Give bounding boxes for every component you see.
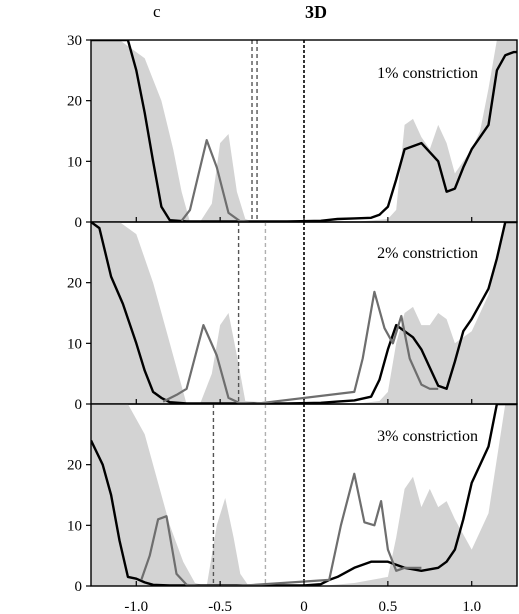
x-tick-label: -1.0 <box>124 599 148 614</box>
y-tick-label: 0 <box>75 215 83 231</box>
x-tick-label: -0.5 <box>208 599 232 614</box>
y-tick-label: 10 <box>67 154 82 170</box>
y-tick-label: 0 <box>75 397 83 413</box>
black-line-series <box>91 40 517 222</box>
panel-label: 3% constriction <box>377 428 478 445</box>
panel-letter: c <box>153 2 161 21</box>
panel-1pct-constriction: 1% constriction 0 10 20 30 <box>67 33 518 231</box>
x-tick-label: 0 <box>300 599 308 614</box>
black-line-series <box>91 404 517 586</box>
y-tick-label: 0 <box>75 579 83 595</box>
gray-area-series <box>91 404 517 586</box>
panel-label: 2% constriction <box>377 245 478 262</box>
gray-area-series <box>91 40 517 222</box>
plot-area <box>91 222 517 404</box>
x-tick-label: 0.5 <box>378 599 397 614</box>
gray-line-series <box>162 290 439 404</box>
y-tick-label: 30 <box>67 33 82 49</box>
y-tick-label: 10 <box>67 336 82 352</box>
y-tick-label: 10 <box>67 518 82 534</box>
gray-line-series <box>140 472 422 586</box>
figure-title: 3D <box>305 2 327 22</box>
black-line-series <box>91 222 517 404</box>
y-tick-label: 20 <box>67 94 82 110</box>
panel-label: 1% constriction <box>377 65 478 82</box>
y-tick-label: 20 <box>67 276 82 292</box>
panel-2pct-constriction: 2% constriction 0 10 20 <box>67 221 518 413</box>
x-tick-label: 1.0 <box>462 599 481 614</box>
plot-area <box>91 404 517 586</box>
y-tick-label: 20 <box>67 458 82 474</box>
x-axis-labels: -1.0 -0.5 0 0.5 1.0 <box>124 599 481 614</box>
panel-3pct-constriction: 3% constriction 0 10 20 <box>67 403 518 595</box>
